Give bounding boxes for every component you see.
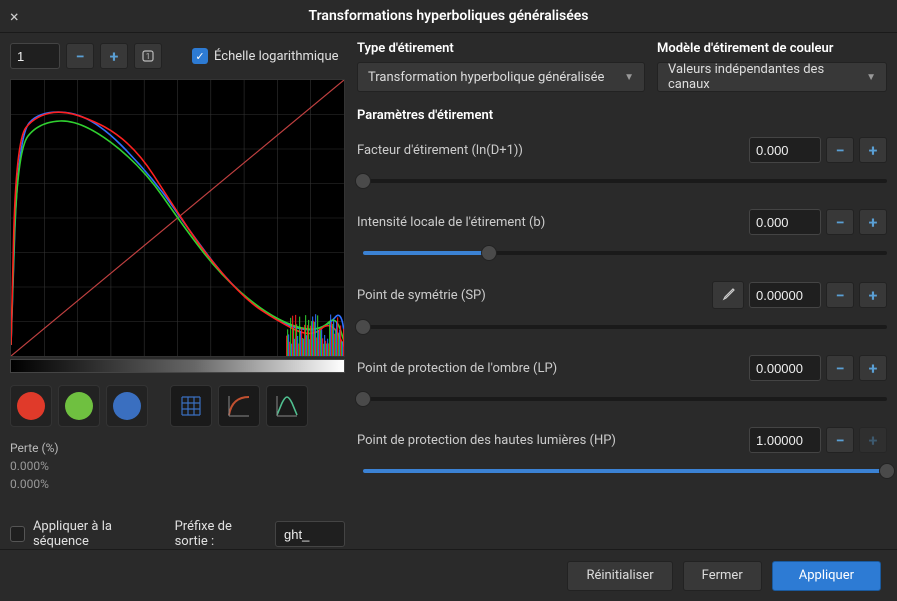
loss-value-1: 0.000% bbox=[10, 477, 345, 491]
param-plus-button-0[interactable]: + bbox=[859, 137, 887, 163]
green-circle-icon bbox=[65, 392, 93, 420]
red-circle-icon bbox=[17, 392, 45, 420]
zoom-minus-button[interactable]: − bbox=[66, 43, 94, 69]
right-panel: Type d'étirement Transformation hyperbol… bbox=[357, 41, 887, 549]
chevron-down-icon: ▼ bbox=[624, 72, 634, 83]
param-value-input-1[interactable] bbox=[749, 209, 821, 235]
param-slider-0[interactable] bbox=[363, 173, 887, 189]
icon-row bbox=[10, 385, 345, 427]
param-slider-2[interactable] bbox=[363, 319, 887, 335]
zoom-plus-button[interactable]: + bbox=[100, 43, 128, 69]
titlebar: × Transformations hyperboliques générali… bbox=[0, 0, 897, 33]
channel-red-button[interactable] bbox=[10, 385, 52, 427]
param-1: Intensité locale de l'étirement (b) −+ bbox=[357, 209, 887, 261]
param-label-0: Facteur d'étirement (ln(D+1)) bbox=[357, 143, 749, 158]
apply-sequence-label: Appliquer à la séquence bbox=[33, 519, 161, 549]
apply-button[interactable]: Appliquer bbox=[772, 561, 881, 591]
param-minus-button-0[interactable]: − bbox=[826, 137, 854, 163]
params-heading: Paramètres d'étirement bbox=[357, 108, 887, 123]
param-minus-button-3[interactable]: − bbox=[826, 355, 854, 381]
left-top-row: − + 1 ✓ Échelle logarithmique bbox=[10, 41, 345, 71]
reset-icon: 1 bbox=[141, 49, 155, 63]
curve-icon bbox=[226, 393, 252, 419]
sequence-row: Appliquer à la séquence Préfixe de sorti… bbox=[10, 519, 345, 549]
param-minus-button-2[interactable]: − bbox=[826, 282, 854, 308]
param-value-input-4[interactable] bbox=[749, 427, 821, 453]
left-panel: − + 1 ✓ Échelle logarithmique bbox=[10, 41, 345, 549]
zoom-reset-button[interactable]: 1 bbox=[134, 43, 162, 69]
param-4: Point de protection des hautes lumières … bbox=[357, 427, 887, 479]
close-icon[interactable]: × bbox=[10, 7, 30, 26]
param-slider-4[interactable] bbox=[363, 463, 887, 479]
param-minus-button-1[interactable]: − bbox=[826, 209, 854, 235]
dialog-window: × Transformations hyperboliques générali… bbox=[0, 0, 897, 601]
color-model-group: Modèle d'étirement de couleur Valeurs in… bbox=[657, 41, 887, 92]
icon-spacer bbox=[154, 385, 164, 427]
top-right-row: Type d'étirement Transformation hyperbol… bbox=[357, 41, 887, 92]
param-plus-button-2[interactable]: + bbox=[859, 282, 887, 308]
log-scale-row[interactable]: ✓ Échelle logarithmique bbox=[192, 48, 339, 64]
dialog-body: − + 1 ✓ Échelle logarithmique bbox=[0, 33, 897, 549]
param-value-input-0[interactable] bbox=[749, 137, 821, 163]
picker-button-2[interactable] bbox=[712, 281, 744, 309]
svg-text:1: 1 bbox=[146, 52, 151, 61]
param-minus-button-4[interactable]: − bbox=[826, 427, 854, 453]
zoom-input[interactable] bbox=[10, 43, 60, 69]
color-model-dropdown[interactable]: Valeurs indépendantes des canaux ▼ bbox=[657, 62, 887, 92]
loss-value-0: 0.000% bbox=[10, 459, 345, 473]
log-scale-label: Échelle logarithmique bbox=[214, 49, 339, 64]
reset-button-label: Réinitialiser bbox=[586, 568, 653, 583]
stretch-type-value: Transformation hyperbolique généralisée bbox=[368, 70, 604, 85]
close-button-label: Fermer bbox=[702, 568, 743, 583]
channel-green-button[interactable] bbox=[58, 385, 100, 427]
param-plus-button-4: + bbox=[859, 427, 887, 453]
stretch-type-group: Type d'étirement Transformation hyperbol… bbox=[357, 41, 645, 92]
param-2: Point de symétrie (SP) −+ bbox=[357, 281, 887, 335]
close-button[interactable]: Fermer bbox=[683, 561, 762, 591]
chevron-down-icon: ▼ bbox=[866, 72, 876, 83]
param-slider-1[interactable] bbox=[363, 245, 887, 261]
histogram-toggle-button[interactable] bbox=[266, 385, 308, 427]
histogram-icon bbox=[274, 393, 300, 419]
param-label-4: Point de protection des hautes lumières … bbox=[357, 433, 749, 448]
grid-icon bbox=[178, 393, 204, 419]
param-plus-button-1[interactable]: + bbox=[859, 209, 887, 235]
color-model-value: Valeurs indépendantes des canaux bbox=[668, 62, 866, 92]
param-label-1: Intensité locale de l'étirement (b) bbox=[357, 215, 749, 230]
params-container: Facteur d'étirement (ln(D+1))−+Intensité… bbox=[357, 137, 887, 499]
param-value-input-3[interactable] bbox=[749, 355, 821, 381]
color-model-label: Modèle d'étirement de couleur bbox=[657, 41, 887, 56]
stretch-type-label: Type d'étirement bbox=[357, 41, 645, 56]
param-label-2: Point de symétrie (SP) bbox=[357, 288, 712, 303]
param-value-input-2[interactable] bbox=[749, 282, 821, 308]
plot-svg bbox=[11, 80, 344, 356]
apply-button-label: Appliquer bbox=[799, 568, 854, 583]
reset-button[interactable]: Réinitialiser bbox=[567, 561, 672, 591]
channel-blue-button[interactable] bbox=[106, 385, 148, 427]
footer: Réinitialiser Fermer Appliquer bbox=[0, 549, 897, 601]
param-3: Point de protection de l'ombre (LP) −+ bbox=[357, 355, 887, 407]
apply-sequence-checkbox[interactable] bbox=[10, 526, 25, 542]
loss-section: Perte (%) 0.000% 0.000% bbox=[10, 441, 345, 491]
histogram-plot[interactable] bbox=[10, 79, 345, 357]
stretch-type-dropdown[interactable]: Transformation hyperbolique généralisée … bbox=[357, 62, 645, 92]
prefix-label: Préfixe de sortie : bbox=[175, 519, 267, 549]
blue-circle-icon bbox=[113, 392, 141, 420]
loss-label: Perte (%) bbox=[10, 441, 345, 455]
prefix-input[interactable] bbox=[275, 521, 345, 547]
param-0: Facteur d'étirement (ln(D+1)) −+ bbox=[357, 137, 887, 189]
param-slider-3[interactable] bbox=[363, 391, 887, 407]
param-plus-button-3[interactable]: + bbox=[859, 355, 887, 381]
window-title: Transformations hyperboliques généralisé… bbox=[30, 8, 867, 24]
curve-toggle-button[interactable] bbox=[218, 385, 260, 427]
grid-toggle-button[interactable] bbox=[170, 385, 212, 427]
log-scale-checkbox[interactable]: ✓ bbox=[192, 48, 208, 64]
gradient-bar[interactable] bbox=[10, 359, 345, 373]
param-label-3: Point de protection de l'ombre (LP) bbox=[357, 361, 749, 376]
